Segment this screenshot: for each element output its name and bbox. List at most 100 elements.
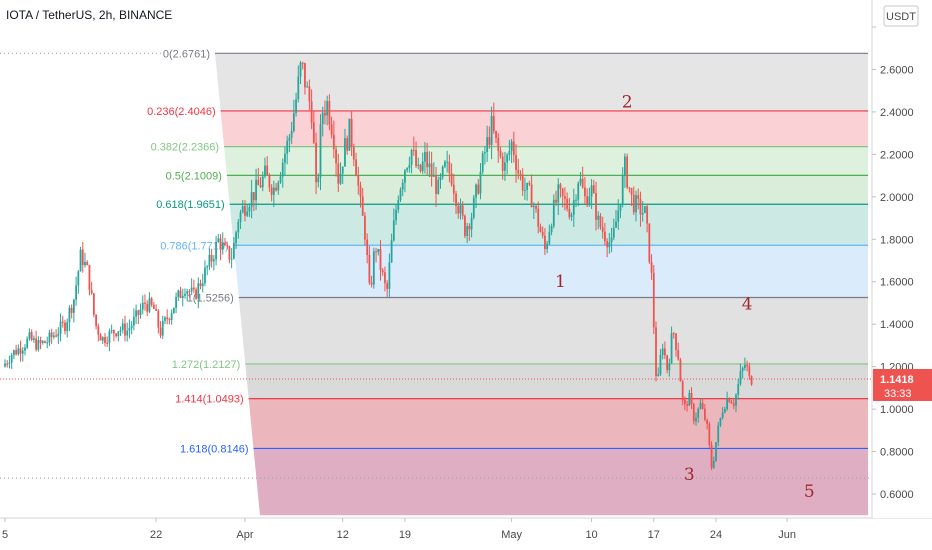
candle <box>199 279 202 290</box>
candle <box>244 200 246 222</box>
candle <box>310 89 313 130</box>
candle <box>328 94 331 131</box>
time-tick-label: 17 <box>648 529 660 541</box>
candle <box>657 367 660 377</box>
wave-label-3[interactable]: 3 <box>684 465 695 485</box>
time-tick-label: 12 <box>337 529 349 541</box>
candle <box>683 396 686 411</box>
candle <box>561 187 564 208</box>
price-tick-label: 0.8000 <box>880 447 914 459</box>
candle <box>535 204 537 213</box>
candle <box>192 279 195 294</box>
candle <box>435 166 437 207</box>
wave-label-4[interactable]: 4 <box>742 294 753 314</box>
candle <box>359 181 362 208</box>
candle <box>335 145 337 177</box>
candle <box>452 173 455 203</box>
wave-label-5[interactable]: 5 <box>804 482 815 502</box>
candle <box>48 329 51 347</box>
candle <box>197 277 200 309</box>
candle <box>30 329 33 342</box>
candle <box>717 421 720 447</box>
candle <box>172 307 175 314</box>
candle <box>610 227 613 253</box>
candle <box>688 389 691 406</box>
candle <box>519 170 522 181</box>
wave-label-1[interactable]: 1 <box>555 272 566 292</box>
candle <box>8 355 11 369</box>
candle <box>559 182 562 198</box>
candle <box>457 202 460 219</box>
fib-band-1.618 <box>253 448 868 516</box>
fib-band-0.382 <box>224 146 868 176</box>
currency-button[interactable]: USDT <box>883 5 919 27</box>
candle <box>501 152 504 180</box>
candle <box>212 255 215 271</box>
candle <box>28 328 31 341</box>
time-tick-label: Jun <box>778 529 796 541</box>
time-tick-label: 19 <box>399 529 411 541</box>
candle <box>697 407 700 423</box>
candle <box>617 199 620 230</box>
candle <box>346 135 349 155</box>
candle <box>370 275 373 288</box>
fibonacci-extension-drawing[interactable]: 0(2.6761) 0.236(2.4046) 0.382(2.2366) 0.5(2… <box>147 48 869 516</box>
candle <box>459 198 462 220</box>
candle <box>152 302 155 310</box>
candle <box>177 289 180 301</box>
candle <box>281 158 284 188</box>
candle <box>84 252 86 268</box>
candle <box>426 142 429 176</box>
candle <box>295 92 297 117</box>
candle <box>159 321 162 339</box>
time-axis[interactable]: 5 22 Apr 12 19 May 10 17 24 Jun <box>0 518 932 550</box>
candle <box>141 295 144 315</box>
candle <box>544 228 546 256</box>
candle <box>112 329 115 342</box>
candle <box>230 248 233 269</box>
candle <box>332 120 335 159</box>
candle <box>341 166 344 185</box>
candle <box>484 146 486 165</box>
candle <box>166 309 169 325</box>
candle <box>521 168 524 196</box>
candle <box>735 393 737 413</box>
candle <box>517 158 520 180</box>
candle <box>526 182 529 201</box>
candle <box>195 287 197 300</box>
price-axis[interactable]: 2.6000 2.4000 2.2000 2.0000 1.8000 1.6000 1.40… <box>872 0 932 518</box>
candle <box>41 340 44 345</box>
candle <box>541 226 544 239</box>
wave-label-2[interactable]: 2 <box>622 93 633 113</box>
candle <box>395 204 397 225</box>
candle <box>44 340 46 344</box>
candle <box>524 177 526 200</box>
candle <box>392 208 395 242</box>
candle <box>72 298 75 323</box>
candle <box>184 288 186 299</box>
candle <box>630 187 633 207</box>
candle <box>641 201 644 222</box>
candle <box>366 233 369 264</box>
candle <box>279 171 282 184</box>
candle <box>566 192 569 212</box>
candle <box>655 321 657 382</box>
candle <box>675 332 677 357</box>
candle <box>304 62 306 95</box>
candle <box>137 309 140 324</box>
candle <box>110 324 113 334</box>
candle <box>592 179 595 194</box>
candle <box>319 114 322 191</box>
candle <box>68 305 71 332</box>
candle <box>95 314 97 330</box>
candle <box>472 194 475 220</box>
candle <box>32 335 35 343</box>
candle <box>4 359 6 368</box>
candle <box>699 398 702 410</box>
candle <box>390 233 393 263</box>
candle <box>377 248 380 256</box>
elliott-wave-labels[interactable]: 1 2 3 4 5 <box>555 93 815 503</box>
candle <box>168 317 171 325</box>
candle <box>444 159 446 169</box>
